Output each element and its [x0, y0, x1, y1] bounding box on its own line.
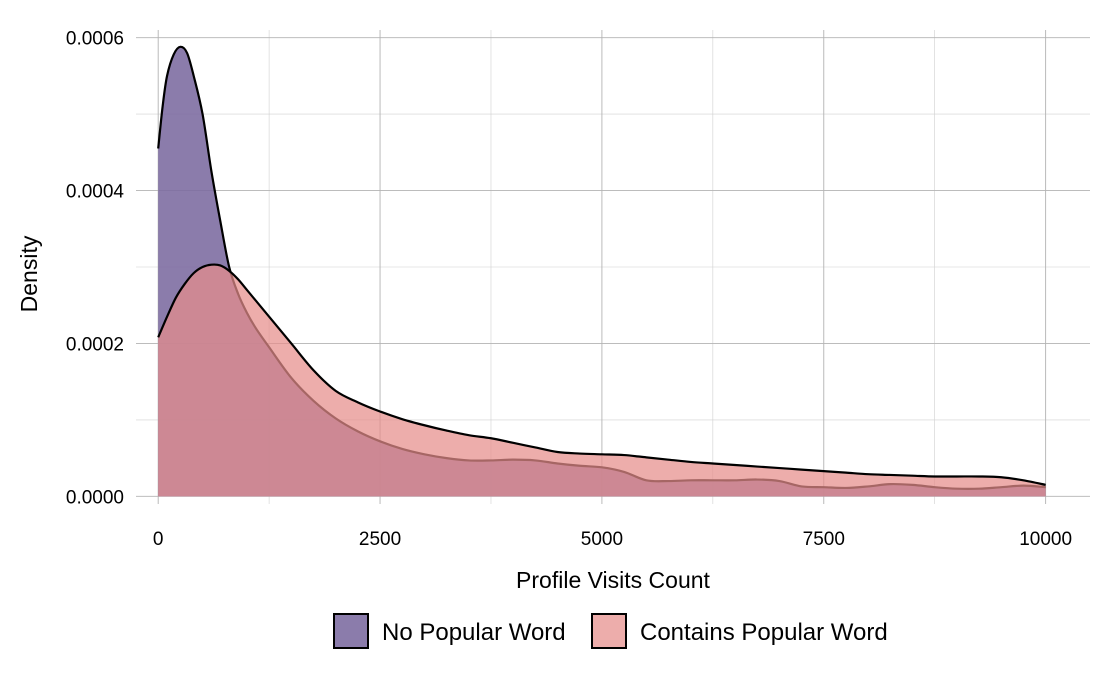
tick-labels: 0 2500 5000 7500 10000 0.0000 0.0002 0.0004 0.00…	[66, 29, 1072, 550]
legend-label-contains-popular-word: Contains Popular Word	[640, 619, 888, 646]
y-tick-label: 0.0006	[66, 29, 124, 50]
density-area-contains-popular-word	[158, 264, 1046, 497]
density-areas	[157, 45, 1046, 497]
y-tick-label: 0.0002	[66, 334, 124, 355]
x-tick-label: 7500	[803, 529, 845, 550]
legend: No Popular Word Contains Popular Word	[333, 613, 888, 649]
legend-label-no-popular-word: No Popular Word	[382, 619, 566, 646]
legend-swatch-contains-popular-word	[591, 613, 627, 649]
x-tick-label: 2500	[359, 529, 401, 550]
y-axis-title: Density	[16, 235, 42, 312]
y-tick-label: 0.0000	[66, 487, 124, 508]
density-line-contains-popular-word	[157, 263, 1046, 486]
y-tick-label: 0.0004	[66, 182, 125, 203]
x-axis-title: Profile Visits Count	[516, 567, 710, 593]
x-tick-label: 5000	[581, 529, 623, 550]
x-tick-label: 10000	[1019, 529, 1072, 550]
x-tick-label: 0	[153, 529, 164, 550]
legend-swatch-no-popular-word	[333, 613, 369, 649]
